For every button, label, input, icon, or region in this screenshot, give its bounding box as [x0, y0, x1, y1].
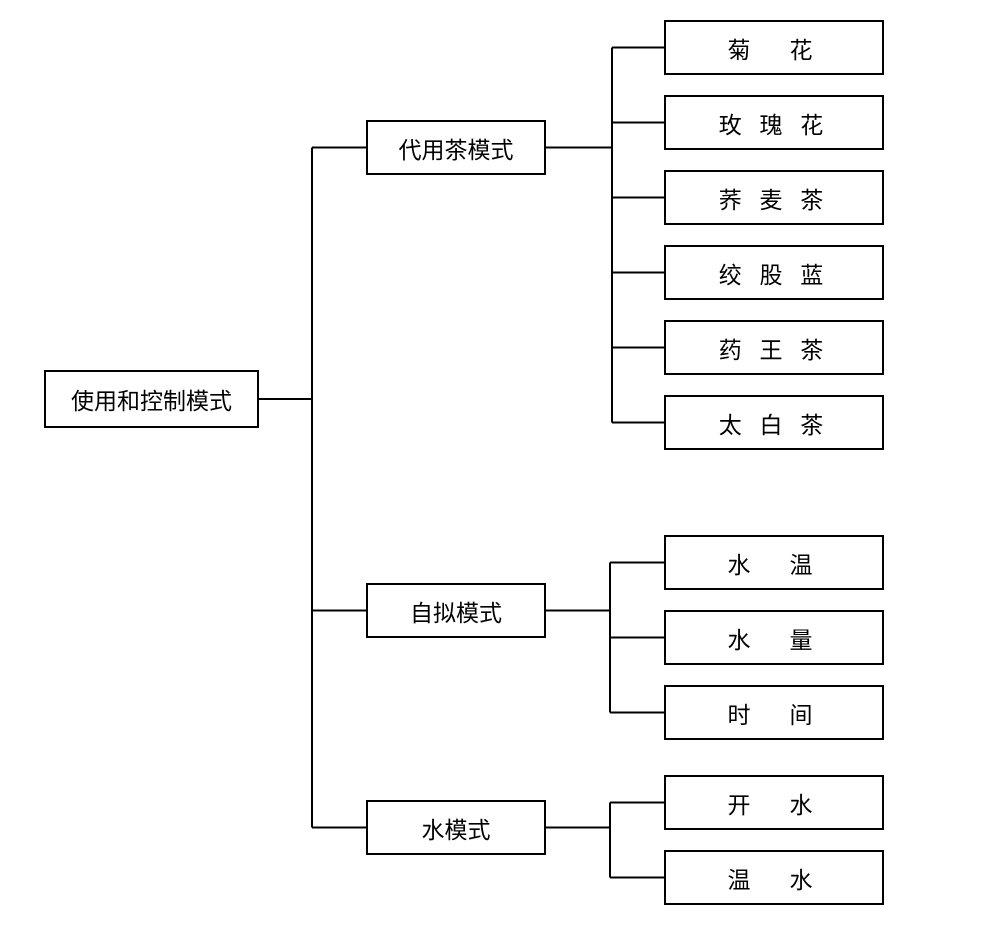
root-node-label: 使用和控制模式	[71, 382, 232, 416]
leaf-node-substitute-3: 绞 股 蓝	[664, 245, 884, 300]
mode-node-water: 水模式	[366, 800, 546, 855]
leaf-node-custom-2-label: 时 间	[728, 696, 821, 730]
leaf-node-substitute-1-label: 玫 瑰 花	[719, 106, 830, 140]
leaf-node-water-0-label: 开 水	[728, 786, 821, 820]
mode-node-custom: 自拟模式	[366, 583, 546, 638]
leaf-node-custom-2: 时 间	[664, 685, 884, 740]
leaf-node-substitute-1: 玫 瑰 花	[664, 95, 884, 150]
leaf-node-substitute-0-label: 菊 花	[728, 31, 821, 65]
leaf-node-substitute-0: 菊 花	[664, 20, 884, 75]
leaf-node-substitute-5-label: 太 白 茶	[719, 406, 830, 440]
leaf-node-custom-1: 水 量	[664, 610, 884, 665]
leaf-node-custom-0: 水 温	[664, 535, 884, 590]
leaf-node-water-1-label: 温 水	[728, 861, 821, 895]
leaf-node-substitute-5: 太 白 茶	[664, 395, 884, 450]
leaf-node-substitute-4-label: 药 王 茶	[719, 331, 830, 365]
leaf-node-substitute-4: 药 王 茶	[664, 320, 884, 375]
leaf-node-custom-0-label: 水 温	[728, 546, 821, 580]
leaf-node-substitute-3-label: 绞 股 蓝	[719, 256, 830, 290]
leaf-node-water-1: 温 水	[664, 850, 884, 905]
root-node: 使用和控制模式	[44, 370, 259, 428]
leaf-node-substitute-2: 荞 麦 茶	[664, 170, 884, 225]
mode-node-water-label: 水模式	[422, 811, 491, 845]
leaf-node-custom-1-label: 水 量	[728, 621, 821, 655]
mode-node-custom-label: 自拟模式	[410, 594, 502, 628]
leaf-node-substitute-2-label: 荞 麦 茶	[719, 181, 830, 215]
mode-node-substitute: 代用茶模式	[366, 120, 546, 175]
tree-diagram: 使用和控制模式 代用茶模式 菊 花玫 瑰 花荞 麦 茶绞 股 蓝药 王 茶太 白 茶…	[0, 0, 1000, 942]
mode-node-substitute-label: 代用茶模式	[399, 131, 514, 165]
leaf-node-water-0: 开 水	[664, 775, 884, 830]
